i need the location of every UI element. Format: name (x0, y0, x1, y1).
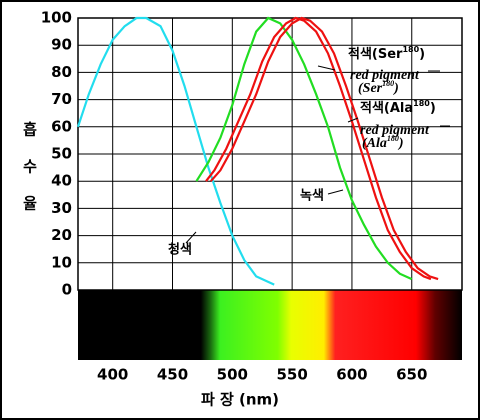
y-axis-label-char: 수 (23, 158, 37, 176)
annotation-part: ) (392, 81, 399, 96)
leader-line (185, 231, 197, 244)
spectrum-bar (78, 290, 462, 360)
x-tick-label: 600 (336, 366, 367, 384)
y-tick-label: 90 (51, 36, 72, 54)
annotation: 적색(Ala180) (360, 99, 436, 116)
x-tick-label: 400 (97, 366, 128, 384)
annotation-part: ) (397, 136, 404, 151)
y-axis-label-char: 율 (23, 195, 37, 213)
annotation-part: ) (419, 47, 425, 62)
annotation-part: (Ala (362, 136, 387, 151)
series-line (195, 16, 413, 281)
annotation-sup: 180 (413, 99, 430, 108)
y-tick-label: 80 (51, 63, 72, 81)
y-tick-label: 0 (62, 281, 72, 299)
series-line (205, 16, 432, 281)
series-line (76, 16, 275, 286)
x-tick-label: 450 (157, 366, 188, 384)
y-axis-label: 흡수율 (23, 121, 37, 213)
annotation-part: 적색(Ser (348, 46, 403, 62)
annotation: 녹색 (300, 189, 324, 204)
annotation-part: (Ser (358, 81, 383, 96)
y-tick-label: 100 (41, 9, 72, 27)
x-axis-label: 파 장 (nm) (201, 391, 279, 409)
y-tick-label: 30 (51, 199, 72, 217)
annotation: (Ser180) (358, 79, 399, 96)
leader-line (327, 189, 344, 195)
y-tick-label: 20 (51, 226, 72, 244)
y-tick-label: 10 (51, 253, 72, 271)
x-tick-label: 550 (276, 366, 307, 384)
annotation-part: ) (430, 101, 436, 116)
annotation: 적색(Ser180) (348, 45, 425, 62)
annotation-sup: 180 (387, 134, 399, 143)
series-line (209, 16, 439, 281)
annotation: red pigment (350, 68, 420, 83)
annotation-sup: 180 (382, 79, 394, 88)
annotation: red pigment (360, 123, 430, 138)
y-tick-label: 40 (51, 172, 72, 190)
leader-line (347, 117, 359, 123)
annotation-sup: 180 (402, 45, 419, 54)
annotation-part: red pigment (360, 123, 430, 138)
annotation: 청색 (168, 242, 192, 258)
x-tick-label: 650 (396, 366, 427, 384)
y-axis-label-char: 흡 (23, 121, 37, 139)
y-tick-label: 50 (51, 145, 72, 163)
annotation-part: 적색(Ala (360, 100, 413, 116)
leader-line (317, 65, 336, 71)
y-tick-label: 60 (51, 117, 72, 135)
annotation: (Ala180) (362, 134, 404, 151)
y-tick-label: 70 (51, 90, 72, 108)
annotation-part: red pigment (350, 68, 420, 83)
x-tick-label: 500 (217, 366, 248, 384)
